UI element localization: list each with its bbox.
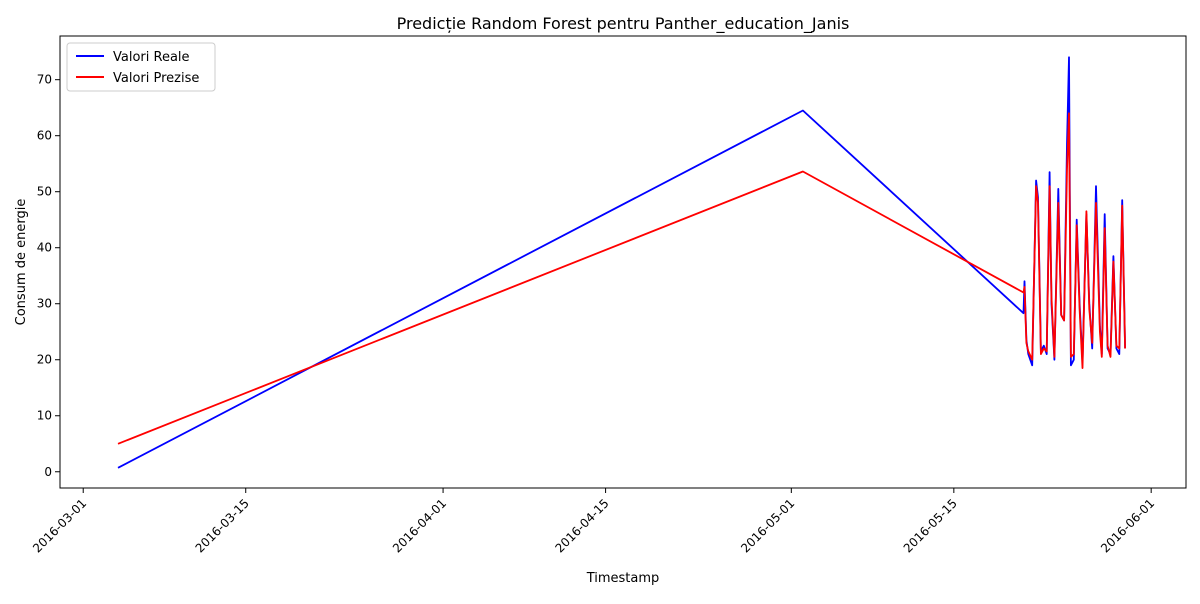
y-axis-ticks: 0 10 20 30 40 50 60 70 [37, 73, 60, 479]
series-line-valori-prezise [117, 112, 1126, 445]
series-layer [117, 56, 1126, 469]
x-axis-ticks: 2016-03-01 2016-03-15 2016-04-01 2016-04-15… [30, 488, 1157, 555]
y-tick-label: 60 [37, 129, 52, 143]
plot-area: 2016-03-01 2016-03-15 2016-04-01 2016-04-15… [30, 35, 1187, 555]
x-tick-label: 2016-04-01 [390, 496, 449, 555]
legend: Valori Reale Valori Prezise [66, 42, 216, 92]
x-tick-label: 2016-05-15 [901, 496, 960, 555]
y-tick-label: 10 [37, 409, 52, 423]
y-tick-label: 70 [37, 73, 52, 87]
y-tick-label: 20 [37, 353, 52, 367]
chart-title: Predicție Random Forest pentru Panther_e… [397, 14, 850, 34]
x-tick-label: 2016-03-15 [193, 496, 252, 555]
y-tick-label: 40 [37, 241, 52, 255]
plot-frame [59, 35, 1187, 489]
legend-label-valori-prezise: Valori Prezise [113, 71, 199, 86]
x-tick-label: 2016-05-01 [738, 496, 797, 555]
y-tick-label: 50 [37, 185, 52, 199]
x-tick-label: 2016-06-01 [1098, 496, 1157, 555]
x-tick-label: 2016-04-15 [552, 496, 611, 555]
y-tick-label: 0 [44, 465, 52, 479]
legend-label-valori-reale: Valori Reale [113, 50, 190, 65]
y-tick-label: 30 [37, 297, 52, 311]
y-axis-label: Consum de energie [14, 199, 29, 326]
x-axis-label: Timestamp [586, 571, 660, 586]
x-tick-label: 2016-03-01 [30, 496, 89, 555]
